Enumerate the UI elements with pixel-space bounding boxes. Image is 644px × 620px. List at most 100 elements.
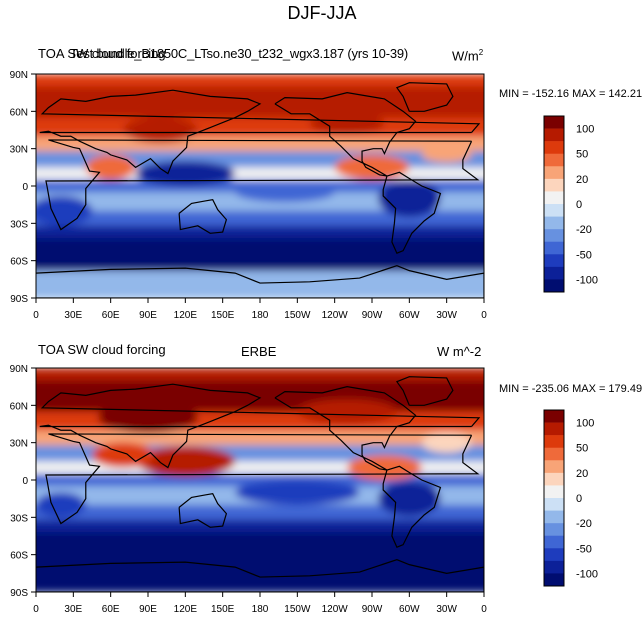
panel-2-x-tick-label: 0 [481, 604, 487, 615]
panel-2-band-12 [36, 552, 484, 566]
panel-1-band-12 [36, 258, 484, 272]
panel-1-coastline-6 [36, 265, 484, 298]
panel-2-colorbar-swatch [544, 410, 564, 423]
panel-1-y-tick-label: 90S [10, 294, 28, 305]
panel-2-y-tick-label: 90S [10, 588, 28, 599]
panel-2-colorbar-swatch [544, 472, 564, 486]
panel-2-band-6 [36, 461, 484, 475]
panel-2-colorbar-swatch [544, 460, 564, 474]
panel-1-x-tick-label: 120E [174, 310, 198, 321]
panel-1-colorbar-swatch [544, 141, 564, 155]
panel-1-coastline-5 [395, 82, 454, 112]
panel-2-colorbar-swatch [544, 485, 564, 499]
panel-1-colorbar-swatch [544, 116, 564, 129]
panel-1-colorbar-swatch [544, 241, 564, 255]
panel-1-colorbar-swatch [544, 216, 564, 230]
panel-2-coastline-2 [178, 493, 228, 528]
panel-1-colorbar-swatch [544, 266, 564, 280]
panel-1-band-9 [36, 210, 484, 227]
panel-2-y-tick-label: 90N [10, 364, 28, 375]
panel-2-anomaly-2 [347, 455, 422, 480]
panel-2-coastline-4 [382, 465, 442, 548]
panel-2-band-9 [36, 504, 484, 521]
panel-1-coastline-0 [45, 139, 480, 231]
panel-1-x-tick-label: 60E [102, 310, 120, 321]
panel-2-anomaly-7 [98, 402, 198, 433]
panel-2-anomaly-8 [297, 399, 397, 424]
panel-1-anomaly-4 [85, 154, 136, 180]
panel-2-colorbar-swatch [544, 498, 564, 511]
panel-2-x-tick-label: 120E [174, 604, 198, 615]
panel-1-x-tick-label: 90E [139, 310, 157, 321]
panel-1-y-tick-label: 0 [22, 182, 28, 193]
panel-1-x-tick-label: 90W [362, 310, 383, 321]
panel-1-x-tick-label: 30W [436, 310, 457, 321]
panel-1-band-2 [36, 101, 484, 119]
panel-1-x-tick-label: 180 [252, 310, 269, 321]
panel-2-x-tick-label: 0 [33, 604, 39, 615]
panel-1-x-tick-label: 150W [284, 310, 311, 321]
panel-2-colorbar-frame [543, 409, 565, 587]
panel-1-band-8 [36, 192, 484, 212]
panel-2-x-tick-label: 60E [102, 604, 120, 615]
panel-1-colorbar-label: 0 [576, 199, 582, 211]
panel-2-x-tick-label: 180 [252, 604, 269, 615]
panel-1-band-10 [36, 225, 484, 239]
panel-2-colorbar-label: -50 [576, 543, 592, 555]
panel-2-variable-label: TOA SW cloud forcing [38, 342, 166, 357]
panel-2-map [36, 368, 484, 592]
panel-1-colorbar-swatch [544, 153, 564, 167]
panel-1-band-3 [36, 117, 484, 137]
panel-1-colorbar-label: -50 [576, 249, 592, 261]
panel-1-coastline-3 [274, 92, 417, 177]
panel-2-units: W m^-2 [437, 344, 482, 359]
panel-1-anomaly-5 [36, 195, 92, 226]
panel-2-colorbar-swatch [544, 523, 564, 537]
panel-2-y-tick-label: 60N [10, 401, 28, 412]
panel-2-colorbar-swatch [544, 560, 564, 574]
panel-1-x-tick-label: 150E [211, 310, 235, 321]
panel-2-band-10 [36, 519, 484, 533]
panel-2-colorbar-label: -20 [576, 518, 592, 530]
panel-1-anomaly-1 [235, 182, 335, 203]
panel-1-band-13 [36, 270, 484, 298]
panel-2-coastline-3 [274, 386, 417, 471]
panel-2-colorbar-swatch [544, 535, 564, 549]
panel-2-colorbar-label: 100 [576, 418, 594, 430]
panel-2-band-1 [36, 380, 484, 396]
panel-1-coastline-4 [382, 171, 442, 254]
panel-2-anomaly-6 [421, 432, 472, 453]
panel-2-x-tick-label: 90W [362, 604, 383, 615]
panel-2-x-tick-label: 30E [64, 604, 82, 615]
panel-1-colorbar-swatch [544, 254, 564, 268]
panel-1-anomaly-7 [123, 117, 198, 143]
panel-1-x-tick-label: 0 [33, 310, 39, 321]
panel-1-minmax: MIN = -152.16 MAX = 142.21 [499, 88, 643, 100]
panel-2-colorbar-label: 20 [576, 468, 588, 480]
panel-2-colorbar-label: 0 [576, 493, 582, 505]
panel-1-anomaly-8 [309, 113, 385, 134]
panel-2-dataset-label: ERBE [241, 344, 277, 359]
panel-1-colorbar-label: 20 [576, 174, 588, 186]
panel-2-anomaly-5 [36, 492, 86, 518]
panel-2-minmax: MIN = -235.06 MAX = 179.49 [499, 383, 643, 395]
panel-1-colorbar-swatch [544, 166, 564, 180]
panel-1-band-1 [36, 86, 484, 102]
panel-1-colorbar-swatch [544, 128, 564, 142]
panel-2-band-3 [36, 411, 484, 431]
panel-1-x-tick-label: 0 [481, 310, 487, 321]
panel-1-colorbar-label: 50 [576, 149, 588, 161]
panel-1-case-label: Test bundle_B1850C_LTso.ne30_t232_wgx3.1… [70, 46, 409, 61]
panel-2-x-tick-label: 120W [322, 604, 349, 615]
panel-1-colorbar-swatch [544, 178, 564, 192]
panel-1-colorbar-swatch [544, 204, 564, 217]
panel-1-anomaly-6 [421, 147, 472, 163]
panel-2-anomaly-3 [378, 481, 441, 517]
panel-2-x-tick-label: 150E [211, 604, 235, 615]
panel-2-coastline-6 [36, 559, 484, 592]
panel-1-x-tick-label: 60W [399, 310, 420, 321]
panel-2-anomaly-0 [135, 446, 236, 477]
figure-title: DJF-JJA [287, 3, 357, 23]
panel-1-colorbar-frame [543, 115, 565, 293]
